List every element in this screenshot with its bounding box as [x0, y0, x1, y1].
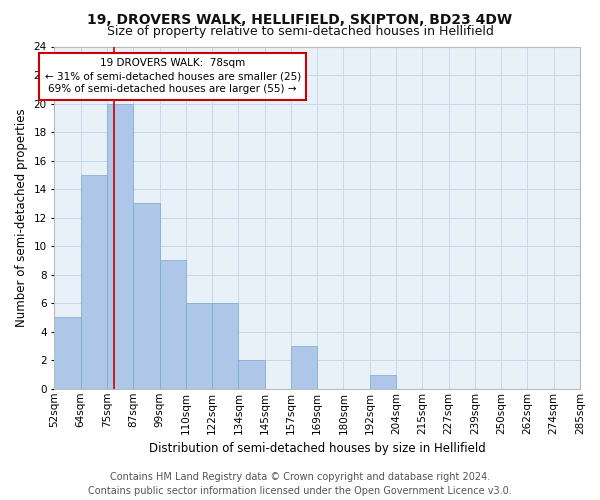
Bar: [370, 374, 396, 389]
Bar: [55, 318, 81, 389]
Text: Size of property relative to semi-detached houses in Hellifield: Size of property relative to semi-detach…: [107, 25, 493, 38]
X-axis label: Distribution of semi-detached houses by size in Hellifield: Distribution of semi-detached houses by …: [149, 442, 485, 455]
Text: Contains HM Land Registry data © Crown copyright and database right 2024.
Contai: Contains HM Land Registry data © Crown c…: [88, 472, 512, 496]
Bar: [107, 104, 133, 389]
Bar: [238, 360, 265, 389]
Bar: [212, 303, 238, 389]
Bar: [160, 260, 186, 389]
Text: 19, DROVERS WALK, HELLIFIELD, SKIPTON, BD23 4DW: 19, DROVERS WALK, HELLIFIELD, SKIPTON, B…: [88, 12, 512, 26]
Bar: [133, 204, 160, 389]
Bar: [186, 303, 212, 389]
Bar: [291, 346, 317, 389]
Text: 19 DROVERS WALK:  78sqm
← 31% of semi-detached houses are smaller (25)
69% of se: 19 DROVERS WALK: 78sqm ← 31% of semi-det…: [44, 58, 301, 94]
Bar: [81, 175, 107, 389]
Y-axis label: Number of semi-detached properties: Number of semi-detached properties: [15, 108, 28, 327]
